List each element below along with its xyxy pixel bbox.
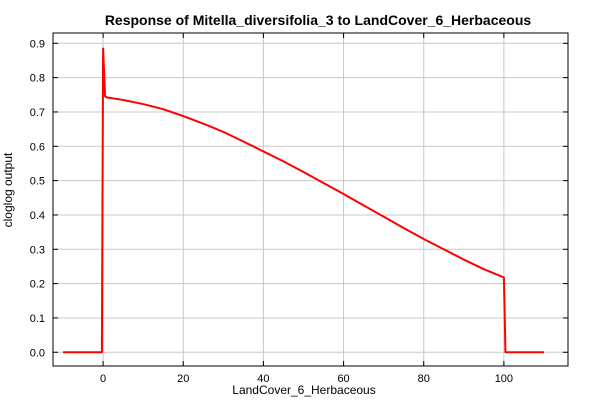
x-tick-label: 60 [337, 373, 349, 385]
y-tick-label: 0.4 [30, 210, 45, 222]
series-line [63, 47, 544, 354]
axis-ticks: 0 20 40 60 80 100 0.0 0.1 0.2 0.3 0.4 0.5 0.6 0.7 0.8 0… [30, 33, 568, 385]
y-tick-label: 0.5 [30, 176, 45, 188]
series [63, 47, 544, 354]
x-tick-label: 20 [177, 373, 189, 385]
y-tick-label: 0.8 [30, 73, 45, 85]
plot-frame [52, 32, 569, 367]
y-tick-label: 0.6 [30, 141, 45, 153]
y-tick-label: 0.0 [30, 347, 45, 359]
y-tick-label: 0.2 [30, 279, 45, 291]
y-tick-label: 0.1 [30, 313, 45, 325]
x-tick-label: 40 [257, 373, 269, 385]
x-tick-label: 0 [100, 373, 106, 385]
x-axis-label: LandCover_6_Herbaceous [232, 383, 375, 397]
y-tick-label: 0.3 [30, 244, 45, 256]
x-tick-label: 80 [418, 373, 430, 385]
y-tick-label: 0.9 [30, 38, 45, 50]
y-axis-label: cloglog output [1, 152, 15, 227]
chart-title: Response of Mitella_diversifolia_3 to La… [105, 12, 532, 28]
x-tick-label: 100 [495, 373, 513, 385]
grid [53, 33, 568, 366]
y-tick-label: 0.7 [30, 107, 45, 119]
